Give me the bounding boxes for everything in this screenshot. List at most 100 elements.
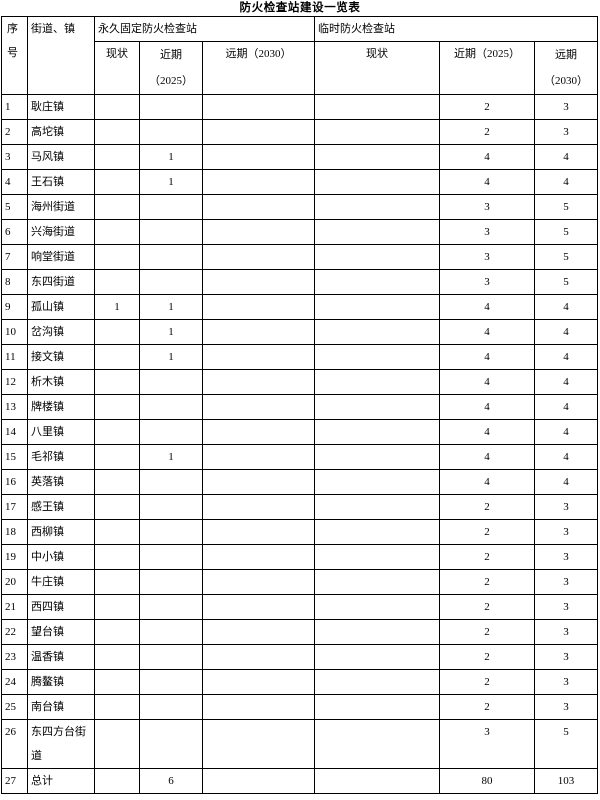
cell-permanent-near xyxy=(139,594,203,620)
cell-temporary-far: 5 xyxy=(534,219,599,245)
table-row: 3 马风镇 1 4 4 xyxy=(1,144,599,170)
cell-region-name: 海州街道 xyxy=(27,194,95,220)
table-row: 22 望台镇 2 3 xyxy=(1,619,599,645)
cell-permanent-near xyxy=(139,194,203,220)
cell-seq: 19 xyxy=(1,544,28,570)
fire-checkpoint-table: 序号 街道、镇 永久固定防火检查站 临时防火检查站 现状 近期（2025） 远期… xyxy=(1,16,599,794)
cell-temporary-far: 4 xyxy=(534,444,599,470)
cell-permanent-far xyxy=(201,519,316,545)
cell-temporary-near: 4 xyxy=(439,419,536,445)
table-header: 序号 街道、镇 永久固定防火检查站 临时防火检查站 现状 近期（2025） 远期… xyxy=(1,16,599,95)
cell-permanent-current xyxy=(94,619,140,645)
cell-temporary-current xyxy=(314,169,441,195)
cell-permanent-far xyxy=(201,219,316,245)
table-row: 21 西四镇 2 3 xyxy=(1,594,599,620)
cell-permanent-current xyxy=(94,519,140,545)
cell-permanent-near xyxy=(139,419,203,445)
cell-region-name: 高坨镇 xyxy=(27,119,95,145)
cell-temporary-far: 3 xyxy=(534,94,599,120)
cell-temporary-current xyxy=(314,544,441,570)
table-row: 9 孤山镇 1 1 4 4 xyxy=(1,294,599,320)
cell-region-name: 感王镇 xyxy=(27,494,95,520)
cell-region-name: 八里镇 xyxy=(27,419,95,445)
table-row: 2 高坨镇 2 3 xyxy=(1,119,599,145)
cell-temporary-far: 4 xyxy=(534,469,599,495)
cell-permanent-far xyxy=(201,694,316,720)
header-temporary-current: 现状 xyxy=(314,41,441,95)
cell-temporary-current xyxy=(314,569,441,595)
cell-region-name: 王石镇 xyxy=(27,169,95,195)
cell-permanent-current xyxy=(94,169,140,195)
table-row: 19 中小镇 2 3 xyxy=(1,544,599,570)
cell-permanent-near xyxy=(139,244,203,270)
cell-seq: 15 xyxy=(1,444,28,470)
cell-temporary-far: 3 xyxy=(534,569,599,595)
cell-seq: 21 xyxy=(1,594,28,620)
cell-permanent-far xyxy=(201,319,316,345)
cell-seq: 16 xyxy=(1,469,28,495)
cell-permanent-near xyxy=(139,669,203,695)
table-row: 26 东四方台街道 3 5 xyxy=(1,719,599,769)
cell-permanent-near xyxy=(139,269,203,295)
cell-temporary-near: 3 xyxy=(439,719,536,769)
cell-seq: 3 xyxy=(1,144,28,170)
cell-permanent-near xyxy=(139,94,203,120)
cell-temporary-near: 4 xyxy=(439,144,536,170)
table-row: 25 南台镇 2 3 xyxy=(1,694,599,720)
table-row: 12 析木镇 4 4 xyxy=(1,369,599,395)
cell-temporary-near: 3 xyxy=(439,269,536,295)
cell-permanent-current xyxy=(94,219,140,245)
cell-region-name: 兴海街道 xyxy=(27,219,95,245)
cell-temporary-far: 4 xyxy=(534,144,599,170)
cell-region-name: 腾鳌镇 xyxy=(27,669,95,695)
table-row: 11 接文镇 1 4 4 xyxy=(1,344,599,370)
cell-temporary-near: 3 xyxy=(439,244,536,270)
cell-seq: 4 xyxy=(1,169,28,195)
cell-temporary-near: 3 xyxy=(439,219,536,245)
cell-temporary-far: 3 xyxy=(534,669,599,695)
cell-permanent-near xyxy=(139,619,203,645)
cell-temporary-current xyxy=(314,194,441,220)
cell-permanent-far xyxy=(201,144,316,170)
cell-temporary-far: 5 xyxy=(534,194,599,220)
cell-temporary-near: 4 xyxy=(439,319,536,345)
cell-permanent-near: 1 xyxy=(139,319,203,345)
cell-temporary-near: 4 xyxy=(439,444,536,470)
cell-temporary-far: 4 xyxy=(534,169,599,195)
cell-region-name: 马风镇 xyxy=(27,144,95,170)
cell-permanent-near xyxy=(139,394,203,420)
cell-seq: 17 xyxy=(1,494,28,520)
cell-permanent-far xyxy=(201,169,316,195)
cell-seq: 24 xyxy=(1,669,28,695)
cell-permanent-far xyxy=(201,544,316,570)
cell-temporary-near: 4 xyxy=(439,294,536,320)
cell-seq: 23 xyxy=(1,644,28,670)
cell-permanent-near: 1 xyxy=(139,344,203,370)
cell-temporary-far: 3 xyxy=(534,594,599,620)
cell-permanent-current xyxy=(94,669,140,695)
cell-seq: 7 xyxy=(1,244,28,270)
cell-temporary-far: 5 xyxy=(534,719,599,769)
cell-region-name: 东四方台街道 xyxy=(27,719,95,769)
table-row: 1 耿庄镇 2 3 xyxy=(1,94,599,120)
cell-temporary-near: 2 xyxy=(439,619,536,645)
cell-seq: 13 xyxy=(1,394,28,420)
cell-permanent-current xyxy=(94,544,140,570)
cell-temporary-far: 3 xyxy=(534,694,599,720)
cell-permanent-far xyxy=(201,469,316,495)
cell-temporary-current xyxy=(314,694,441,720)
cell-permanent-current xyxy=(94,194,140,220)
cell-region-name: 牛庄镇 xyxy=(27,569,95,595)
cell-region-name: 西四镇 xyxy=(27,594,95,620)
header-permanent-far: 远期（2030） xyxy=(201,41,316,95)
cell-temporary-near: 2 xyxy=(439,119,536,145)
cell-temporary-current xyxy=(314,369,441,395)
cell-permanent-near xyxy=(139,569,203,595)
cell-temporary-current xyxy=(314,619,441,645)
cell-temporary-far: 4 xyxy=(534,369,599,395)
cell-permanent-near xyxy=(139,369,203,395)
cell-temporary-current xyxy=(314,319,441,345)
cell-permanent-far xyxy=(201,344,316,370)
cell-temporary-far: 3 xyxy=(534,519,599,545)
